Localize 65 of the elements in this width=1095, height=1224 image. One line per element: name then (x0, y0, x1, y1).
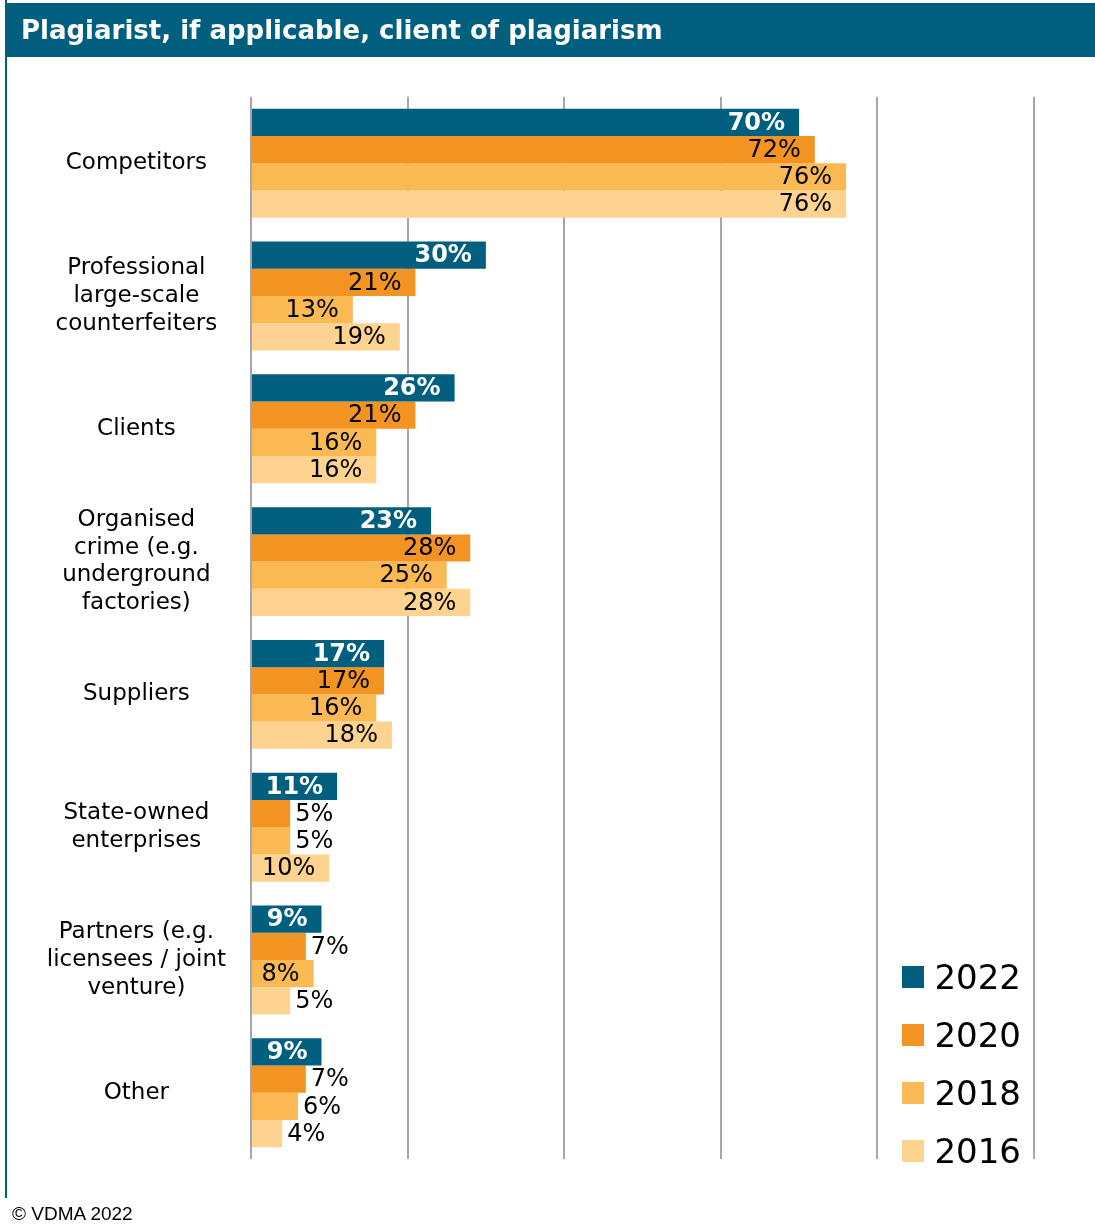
data-label: 11% (265, 771, 324, 800)
data-label: 8% (261, 958, 300, 987)
y-tick-label: Suppliers (83, 679, 190, 706)
data-label: 16% (308, 454, 363, 483)
data-label: 9% (266, 904, 308, 933)
data-label: 17% (312, 638, 371, 667)
bar (252, 799, 291, 828)
bar (252, 241, 486, 269)
bar (252, 827, 291, 855)
data-label: 5% (295, 798, 334, 827)
bar (252, 1092, 298, 1121)
data-label: 76% (778, 189, 833, 218)
data-label: 19% (332, 322, 386, 351)
bar (252, 694, 377, 722)
bar (252, 190, 847, 218)
y-tick-label: State-owned enterprises (63, 798, 210, 852)
data-label: 7% (310, 931, 349, 960)
data-label: 7% (310, 1064, 349, 1093)
data-label: 23% (359, 506, 418, 534)
data-label: 28% (402, 587, 457, 616)
bar (252, 987, 291, 1015)
data-label: 10% (261, 853, 316, 882)
y-tick-label: Competitors (65, 148, 207, 175)
bar (252, 163, 847, 191)
data-label: 5% (295, 986, 334, 1015)
y-tick-label: Organised crime (e.g. underground factories) (62, 505, 211, 614)
y-tick-label: Other (103, 1077, 170, 1104)
data-label: 21% (348, 400, 402, 429)
bar (252, 932, 306, 960)
y-tick-label: Professional large-scale counterfeiters (55, 253, 218, 335)
bar (252, 1065, 306, 1093)
data-label: 72% (747, 134, 801, 163)
data-label: 16% (308, 427, 363, 456)
legend-label: 2018 (934, 1073, 1021, 1113)
data-label: 25% (379, 560, 433, 589)
data-label: 5% (295, 826, 334, 855)
data-label: 26% (383, 373, 441, 402)
bar (252, 1120, 283, 1148)
data-label: 18% (324, 720, 378, 749)
bar (252, 268, 416, 296)
data-label: 6% (302, 1091, 342, 1120)
bar (252, 108, 800, 136)
data-label: 21% (348, 267, 402, 296)
data-label: 13% (285, 294, 339, 323)
bar (252, 135, 815, 164)
data-label: 70% (727, 107, 786, 136)
bar (252, 561, 447, 589)
legend-label: 2020 (934, 1015, 1021, 1055)
y-tick-label: Clients (97, 413, 176, 440)
legend-label: 2016 (934, 1131, 1021, 1171)
legend-label: 2022 (934, 957, 1021, 997)
bar (252, 374, 455, 402)
y-tick-label: Partners (e.g. licensees / joint venture) (46, 917, 227, 999)
data-label: 16% (308, 693, 363, 722)
bar (252, 401, 416, 429)
chart-title: Plagiarist, if applicable, client of plagiarism (5, 3, 1095, 57)
bar (252, 588, 471, 617)
data-label: 76% (778, 162, 833, 191)
text: © VDMA 2022 (12, 1203, 133, 1224)
data-label: 9% (266, 1037, 308, 1066)
data-label: 30% (414, 240, 472, 269)
data-label: 4% (287, 1118, 326, 1147)
data-label: 17% (316, 666, 371, 695)
bar (252, 534, 471, 562)
data-label: 28% (402, 533, 457, 562)
